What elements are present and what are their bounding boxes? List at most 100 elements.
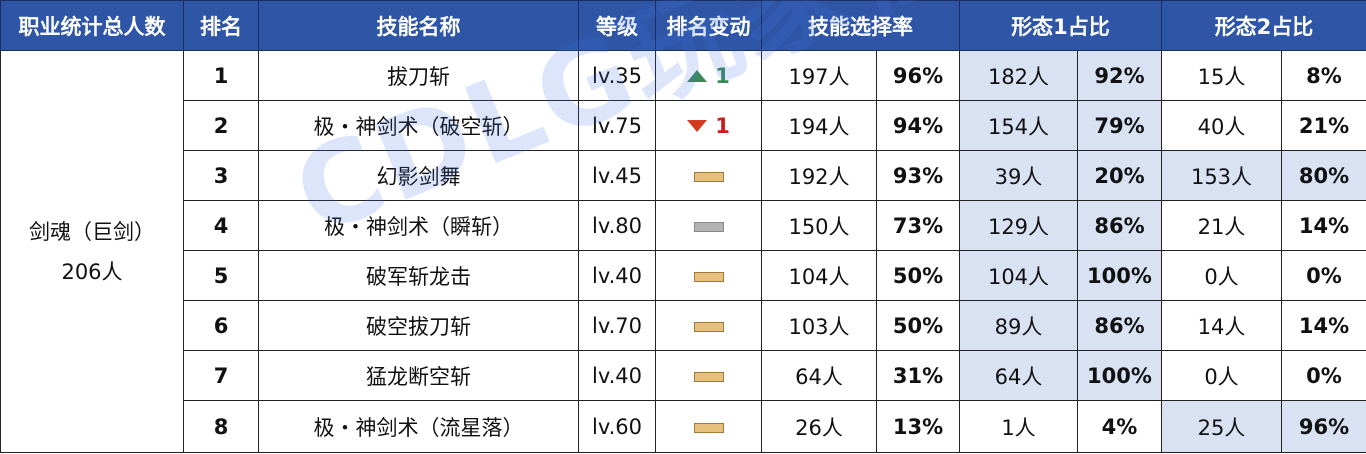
rank-change-cell: 1	[655, 50, 762, 101]
rank-same-icon	[693, 371, 724, 382]
form1-pct-cell: 92%	[1077, 50, 1162, 101]
table-row: 2 极・神剑术（破空斩） lv.75 1 194人 94% 154人 79% 40人 21%	[1, 100, 1366, 151]
skill-name-cell: 破军斩龙击	[258, 250, 579, 301]
table-row: 7 猛龙断空斩 lv.40 64人 31% 64人 100% 0人 0%	[1, 350, 1366, 401]
header-level: 等级	[578, 0, 656, 51]
rank-new-icon	[693, 221, 724, 232]
form2-pct-cell: 8%	[1281, 50, 1366, 101]
rank-change-cell	[655, 400, 762, 453]
form1-count-cell: 1人	[959, 400, 1078, 453]
rank-cell: 3	[183, 150, 259, 201]
form2-count-cell: 40人	[1161, 100, 1282, 151]
select-pct-cell: 96%	[876, 50, 960, 101]
form1-pct-cell: 86%	[1077, 200, 1162, 251]
form2-pct-cell: 14%	[1281, 200, 1366, 251]
form2-count-cell: 25人	[1161, 400, 1282, 453]
select-pct-cell: 93%	[876, 150, 960, 201]
form2-count-cell: 14人	[1161, 300, 1282, 351]
form1-count-cell: 104人	[959, 250, 1078, 301]
form1-pct-cell: 20%	[1077, 150, 1162, 201]
form1-count-cell: 64人	[959, 350, 1078, 401]
table-row: 3 幻影剑舞 lv.45 192人 93% 39人 20% 153人 80%	[1, 150, 1366, 201]
select-pct-cell: 50%	[876, 300, 960, 351]
form1-count-cell: 129人	[959, 200, 1078, 251]
rank-change-cell	[655, 300, 762, 351]
table-row: 8 极・神剑术（流星落） lv.60 26人 13% 1人 4% 25人 96%	[1, 400, 1366, 453]
select-count-cell: 104人	[761, 250, 877, 301]
form2-pct-cell: 0%	[1281, 250, 1366, 301]
level-cell: lv.40	[578, 350, 656, 401]
level-cell: lv.40	[578, 250, 656, 301]
rank-cell: 2	[183, 100, 259, 151]
rank-same-icon	[693, 321, 724, 332]
select-pct-cell: 73%	[876, 200, 960, 251]
header-form1: 形态1占比	[959, 0, 1162, 51]
form1-count-cell: 182人	[959, 50, 1078, 101]
rank-cell: 8	[183, 400, 259, 453]
select-pct-cell: 50%	[876, 250, 960, 301]
rank-cell: 1	[183, 50, 259, 101]
form1-pct-cell: 100%	[1077, 350, 1162, 401]
header-form2: 形态2占比	[1161, 0, 1366, 51]
skill-name-cell: 极・神剑术（破空斩）	[258, 100, 579, 151]
rank-same-icon	[693, 171, 724, 182]
header-job-total: 职业统计总人数	[0, 0, 184, 51]
job-cell: 剑魂（巨剑） 206人	[0, 50, 184, 453]
level-cell: lv.80	[578, 200, 656, 251]
form1-count-cell: 89人	[959, 300, 1078, 351]
table-row: 4 极・神剑术（瞬斩） lv.80 150人 73% 129人 86% 21人 14%	[1, 200, 1366, 251]
form2-pct-cell: 21%	[1281, 100, 1366, 151]
form1-count-cell: 154人	[959, 100, 1078, 151]
select-count-cell: 192人	[761, 150, 877, 201]
rank-change-cell	[655, 350, 762, 401]
rank-down-icon	[687, 120, 708, 132]
select-count-cell: 103人	[761, 300, 877, 351]
form2-count-cell: 0人	[1161, 350, 1282, 401]
level-cell: lv.35	[578, 50, 656, 101]
job-total: 206人	[61, 259, 123, 284]
skill-name-cell: 极・神剑术（瞬斩）	[258, 200, 579, 251]
table-row: 剑魂（巨剑） 206人 1 拔刀斩 lv.35 1 197人 96% 182人 92% 15人 8%	[0, 50, 1366, 453]
form2-pct-cell: 0%	[1281, 350, 1366, 401]
skill-name-cell: 拔刀斩	[258, 50, 579, 101]
form1-pct-cell: 79%	[1077, 100, 1162, 151]
form2-pct-cell: 80%	[1281, 150, 1366, 201]
level-cell: lv.75	[578, 100, 656, 151]
select-count-cell: 194人	[761, 100, 877, 151]
form1-pct-cell: 4%	[1077, 400, 1162, 453]
skill-name-cell: 极・神剑术（流星落）	[258, 400, 579, 453]
rank-change-cell	[655, 250, 762, 301]
select-pct-cell: 31%	[876, 350, 960, 401]
form2-count-cell: 153人	[1161, 150, 1282, 201]
form2-count-cell: 15人	[1161, 50, 1282, 101]
rank-cell: 5	[183, 250, 259, 301]
form2-count-cell: 21人	[1161, 200, 1282, 251]
rank-cell: 6	[183, 300, 259, 351]
select-count-cell: 64人	[761, 350, 877, 401]
rank-cell: 4	[183, 200, 259, 251]
form2-pct-cell: 96%	[1281, 400, 1366, 453]
rank-change-cell: 1	[655, 100, 762, 151]
form1-pct-cell: 100%	[1077, 250, 1162, 301]
header-rank: 排名	[183, 0, 259, 51]
header-rank-change: 排名变动	[655, 0, 762, 51]
header-row: 职业统计总人数 排名 技能名称 等级 排名变动 技能选择率 形态1占比 形态2占…	[0, 0, 1366, 51]
select-count-cell: 197人	[761, 50, 877, 101]
form2-pct-cell: 14%	[1281, 300, 1366, 351]
level-cell: lv.45	[578, 150, 656, 201]
header-select-rate: 技能选择率	[761, 0, 960, 51]
job-name: 剑魂（巨剑）	[29, 219, 155, 244]
rank-same-icon	[693, 271, 724, 282]
rank-same-icon	[693, 422, 724, 433]
level-cell: lv.60	[578, 400, 656, 453]
form1-pct-cell: 86%	[1077, 300, 1162, 351]
table-row: 6 破空拔刀斩 lv.70 103人 50% 89人 86% 14人 14%	[1, 300, 1366, 351]
skill-name-cell: 猛龙断空斩	[258, 350, 579, 401]
rank-up-icon	[687, 70, 708, 82]
table-row: 5 破军斩龙击 lv.40 104人 50% 104人 100% 0人 0%	[1, 250, 1366, 301]
skill-name-cell: 破空拔刀斩	[258, 300, 579, 351]
select-pct-cell: 94%	[876, 100, 960, 151]
select-count-cell: 26人	[761, 400, 877, 453]
level-cell: lv.70	[578, 300, 656, 351]
